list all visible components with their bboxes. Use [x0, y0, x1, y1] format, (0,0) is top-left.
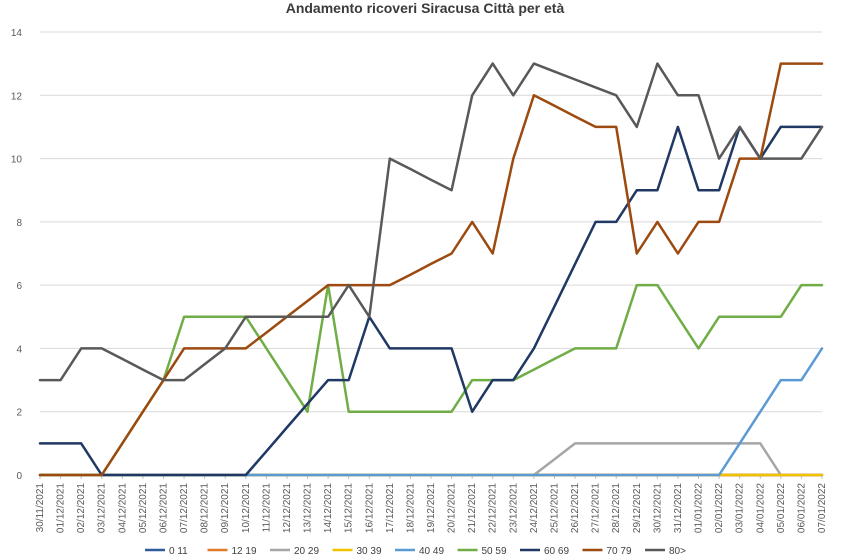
series-lines — [38, 62, 824, 477]
legend-label: 20 29 — [294, 546, 319, 557]
y-tick-label: 4 — [16, 344, 22, 355]
x-tick-label: 13/12/2021 — [303, 483, 314, 533]
x-tick-label: 21/12/2021 — [467, 483, 478, 533]
y-tick-label: 0 — [16, 471, 22, 482]
x-tick-label: 14/12/2021 — [323, 483, 334, 533]
x-tick-label: 05/01/2022 — [776, 483, 787, 533]
x-tick-label: 26/12/2021 — [570, 483, 581, 533]
y-axis: 0 2 4 6 8 10 12 14 — [11, 28, 23, 482]
y-tick-label: 14 — [11, 28, 23, 39]
x-axis: 30/11/2021 01/12/2021 02/12/2021 03/12/2021… — [35, 475, 828, 533]
x-tick-label: 06/12/2021 — [158, 483, 169, 533]
series-line-70-79 — [38, 62, 824, 477]
x-tick-label: 20/12/2021 — [447, 483, 458, 533]
series-line-80- — [38, 62, 824, 382]
x-tick-label: 24/12/2021 — [529, 483, 540, 533]
x-tick-label: 04/01/2022 — [755, 483, 766, 533]
x-tick-label: 18/12/2021 — [405, 483, 416, 533]
legend: 0 11 12 19 20 29 30 39 40 49 50 59 60 69 70 79 8… — [145, 546, 686, 557]
legend-label: 30 39 — [357, 546, 382, 557]
x-tick-label: 12/12/2021 — [282, 483, 293, 533]
x-tick-label: 06/01/2022 — [796, 483, 807, 533]
legend-label: 70 79 — [607, 546, 632, 557]
x-tick-label: 16/12/2021 — [364, 483, 375, 533]
x-tick-label: 30/11/2021 — [35, 483, 46, 533]
x-tick-label: 11/12/2021 — [261, 483, 272, 533]
legend-label: 0 11 — [169, 546, 188, 557]
x-tick-label: 03/01/2022 — [735, 483, 746, 533]
series-line-60-69 — [38, 125, 824, 477]
chart-title: Andamento ricoveri Siracusa Città per et… — [286, 0, 565, 16]
x-tick-label: 28/12/2021 — [611, 483, 622, 533]
x-tick-label: 19/12/2021 — [426, 483, 437, 533]
x-tick-label: 02/12/2021 — [76, 483, 87, 533]
x-tick-label: 10/12/2021 — [241, 483, 252, 533]
legend-label: 50 59 — [482, 546, 507, 557]
x-tick-label: 31/12/2021 — [673, 483, 684, 533]
x-tick-label: 27/12/2021 — [591, 483, 602, 533]
x-tick-label: 22/12/2021 — [488, 483, 499, 533]
y-tick-label: 10 — [11, 155, 23, 166]
x-tick-label: 01/12/2021 — [56, 483, 67, 533]
x-tick-label: 25/12/2021 — [549, 483, 560, 533]
x-tick-label: 05/12/2021 — [138, 483, 149, 533]
series-line-20-29 — [38, 442, 824, 477]
y-tick-label: 8 — [16, 218, 22, 229]
y-tick-label: 12 — [11, 91, 23, 102]
x-tick-label: 29/12/2021 — [632, 483, 643, 533]
legend-label: 60 69 — [544, 546, 569, 557]
x-tick-label: 02/01/2022 — [714, 483, 725, 533]
x-tick-label: 03/12/2021 — [97, 483, 108, 533]
x-tick-label: 30/12/2021 — [652, 483, 663, 533]
y-tick-label: 2 — [16, 408, 22, 419]
legend-label: 12 19 — [232, 546, 257, 557]
x-tick-label: 08/12/2021 — [200, 483, 211, 533]
x-tick-label: 01/01/2022 — [694, 483, 705, 533]
x-tick-label: 23/12/2021 — [508, 483, 519, 533]
legend-label: 80> — [669, 546, 686, 557]
gridlines — [40, 31, 822, 476]
x-tick-label: 07/01/2022 — [817, 483, 828, 533]
x-tick-label: 07/12/2021 — [179, 483, 190, 533]
x-tick-label: 17/12/2021 — [385, 483, 396, 533]
y-tick-label: 6 — [16, 281, 22, 292]
x-tick-label: 09/12/2021 — [220, 483, 231, 533]
legend-label: 40 49 — [419, 546, 444, 557]
x-tick-label: 04/12/2021 — [117, 483, 128, 533]
x-tick-label: 15/12/2021 — [344, 483, 355, 533]
series-line-50-59 — [38, 283, 824, 477]
